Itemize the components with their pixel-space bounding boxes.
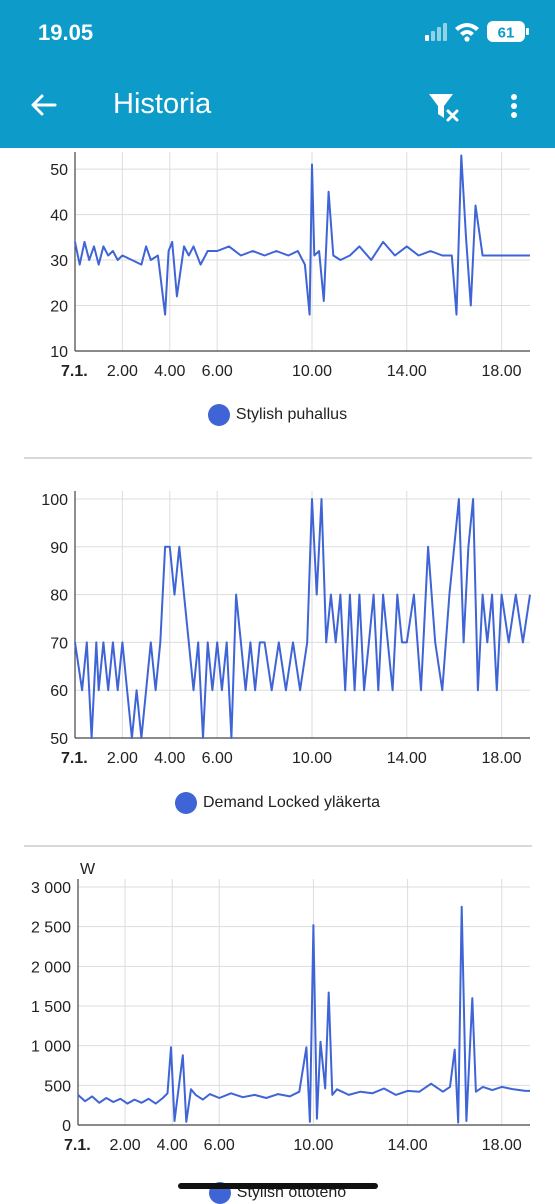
series-line: [74, 154, 530, 316]
y-tick-label: 100: [41, 492, 68, 509]
x-tick-label: 7.1.: [64, 1137, 91, 1154]
x-tick-label: 2.00: [110, 1137, 141, 1154]
legend-chart-1[interactable]: Stylish puhallus: [0, 404, 555, 426]
y-tick-label: 40: [50, 208, 68, 225]
x-tick-label: 18.00: [482, 1137, 522, 1154]
y-tick-label: 500: [44, 1078, 71, 1095]
y-tick-label: 50: [50, 162, 68, 179]
y-tick-label: 60: [50, 683, 68, 700]
legend-chart-2[interactable]: Demand Locked yläkerta: [0, 792, 555, 814]
battery-icon: 61: [487, 21, 529, 42]
x-tick-label: 14.00: [387, 750, 427, 767]
filter-clear-icon[interactable]: [426, 90, 462, 124]
x-tick-label: 14.00: [387, 363, 427, 380]
legend-dot: [207, 404, 230, 426]
y-tick-label: 20: [50, 299, 68, 316]
legend-dot: [175, 792, 197, 814]
home-indicator[interactable]: [178, 1183, 378, 1189]
y-tick-label: 3 000: [31, 880, 71, 897]
x-tick-label: 10.00: [292, 363, 332, 380]
x-tick-label: 10.00: [292, 750, 332, 767]
wifi-icon: [455, 23, 479, 42]
y-tick-label: 2 500: [31, 920, 71, 937]
legend-label: Stylish puhallus: [235, 406, 348, 423]
arrow-back-icon[interactable]: [28, 90, 58, 120]
x-tick-label: 6.00: [202, 750, 233, 767]
y-tick-label: 90: [50, 540, 68, 557]
y-tick-label: 50: [50, 731, 68, 748]
y-tick-label: 80: [50, 588, 68, 605]
signal-icon: [425, 23, 447, 41]
status-time: 19.05: [38, 20, 94, 45]
x-tick-label: 6.00: [202, 363, 233, 380]
x-tick-label: 4.00: [154, 750, 185, 767]
x-tick-label: 7.1.: [61, 750, 88, 767]
x-tick-label: 4.00: [154, 363, 185, 380]
x-tick-label: 18.00: [482, 750, 522, 767]
chart-separator: [24, 845, 532, 847]
chart-separator: [24, 457, 532, 459]
x-tick-label: 6.00: [204, 1137, 235, 1154]
series-line: [77, 905, 530, 1124]
y-tick-label: 0: [62, 1118, 71, 1135]
y-tick-label: 30: [50, 253, 68, 270]
more-vert-icon[interactable]: [500, 90, 528, 124]
x-tick-label: 10.00: [293, 1137, 333, 1154]
y-tick-label: 10: [50, 344, 68, 361]
y-tick-label: 1 500: [31, 999, 71, 1016]
app-bar: 19.05 61 Historia: [0, 0, 555, 148]
series-line: [74, 498, 531, 739]
x-tick-label: 14.00: [388, 1137, 428, 1154]
x-tick-label: 2.00: [107, 750, 138, 767]
y-tick-label: 70: [50, 635, 68, 652]
y-tick-label: 2 000: [31, 959, 71, 976]
x-tick-label: 7.1.: [61, 363, 88, 380]
x-tick-label: 18.00: [482, 363, 522, 380]
battery-level: 61: [498, 25, 515, 42]
legend-label: Demand Locked yläkerta: [203, 794, 380, 811]
page-title: Historia: [113, 88, 212, 120]
x-tick-label: 4.00: [157, 1137, 188, 1154]
status-icons: 61: [425, 21, 529, 42]
y-axis-unit: W: [80, 861, 96, 878]
x-tick-label: 2.00: [107, 363, 138, 380]
y-tick-label: 1 000: [31, 1039, 71, 1056]
